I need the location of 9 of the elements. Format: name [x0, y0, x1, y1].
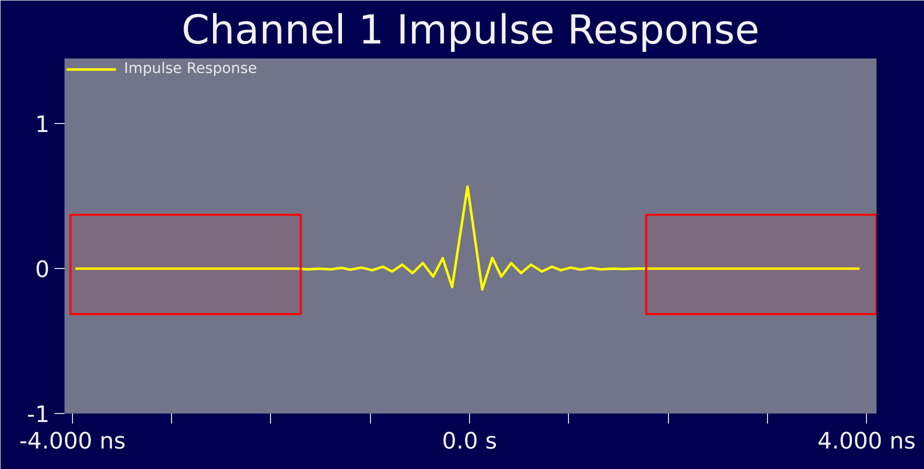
y-tick-label: 0	[35, 257, 50, 284]
x-tick-label: 4.000 ns	[817, 428, 916, 454]
x-tick-label: 0.0 s	[442, 428, 498, 454]
x-tick-label: -4.000 ns	[19, 428, 126, 454]
legend-label: Impulse Response	[124, 60, 257, 77]
line-series	[74, 185, 861, 291]
chart-title: Channel 1 Impulse Response	[182, 8, 760, 54]
y-tick-label: 1	[35, 112, 50, 138]
y-tick-label: -1	[26, 402, 50, 428]
